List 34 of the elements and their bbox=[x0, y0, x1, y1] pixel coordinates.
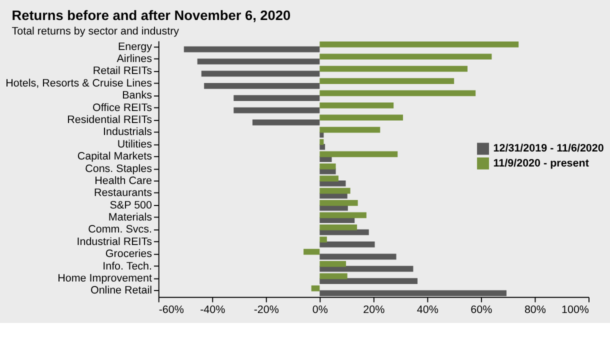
y-tick-label: Restaurants bbox=[94, 187, 152, 200]
y-tick-label: Banks bbox=[122, 90, 152, 102]
x-tick-label: 100% bbox=[561, 304, 590, 316]
y-tick-label: Office REITs bbox=[92, 102, 152, 114]
x-tick-label: 20% bbox=[363, 304, 386, 316]
y-tick-label: Utilities bbox=[117, 138, 152, 150]
y-tick-label: Info. Tech. bbox=[102, 260, 152, 272]
y-tick-label: Energy bbox=[118, 40, 153, 53]
x-tick-label: 0% bbox=[312, 304, 328, 316]
legend-label: 12/31/2019 - 11/6/2020 bbox=[493, 142, 604, 155]
y-tick-label: S&P 500 bbox=[110, 199, 152, 212]
y-tick-label: Hotels, Resorts & Cruise Lines bbox=[6, 77, 152, 90]
y-tick-label: Health Care bbox=[94, 174, 152, 187]
y-tick-label: Airlines bbox=[116, 53, 152, 65]
y-tick-label: Materials bbox=[108, 212, 152, 224]
y-tick-label: Comm. Svcs. bbox=[88, 224, 152, 236]
y-tick-label: Industrials bbox=[103, 126, 152, 138]
y-tick-label: Retail REITs bbox=[92, 65, 152, 78]
y-tick-label: Home Improvement bbox=[58, 272, 152, 285]
legend-label: 11/9/2020 - present bbox=[493, 157, 590, 170]
y-tick-label: Cons. Staples bbox=[85, 162, 152, 175]
y-tick-label: Industrial REITs bbox=[76, 236, 152, 248]
y-tick-label: Residential REITs bbox=[67, 114, 152, 126]
y-tick-label: Capital Markets bbox=[77, 150, 152, 163]
chart-subtitle: Total returns by sector and industry bbox=[12, 26, 180, 38]
x-tick-label: -60% bbox=[158, 304, 184, 316]
chart-title: Returns before and after November 6, 2020 bbox=[12, 8, 291, 23]
x-tick-label: -40% bbox=[200, 304, 226, 316]
x-tick-label: 60% bbox=[470, 304, 493, 316]
x-tick-label: 80% bbox=[524, 304, 546, 316]
y-tick-label: Online Retail bbox=[90, 284, 152, 297]
y-tick-label: Groceries bbox=[105, 248, 152, 260]
x-tick-label: 40% bbox=[416, 304, 439, 316]
x-tick-label: -20% bbox=[254, 304, 280, 316]
